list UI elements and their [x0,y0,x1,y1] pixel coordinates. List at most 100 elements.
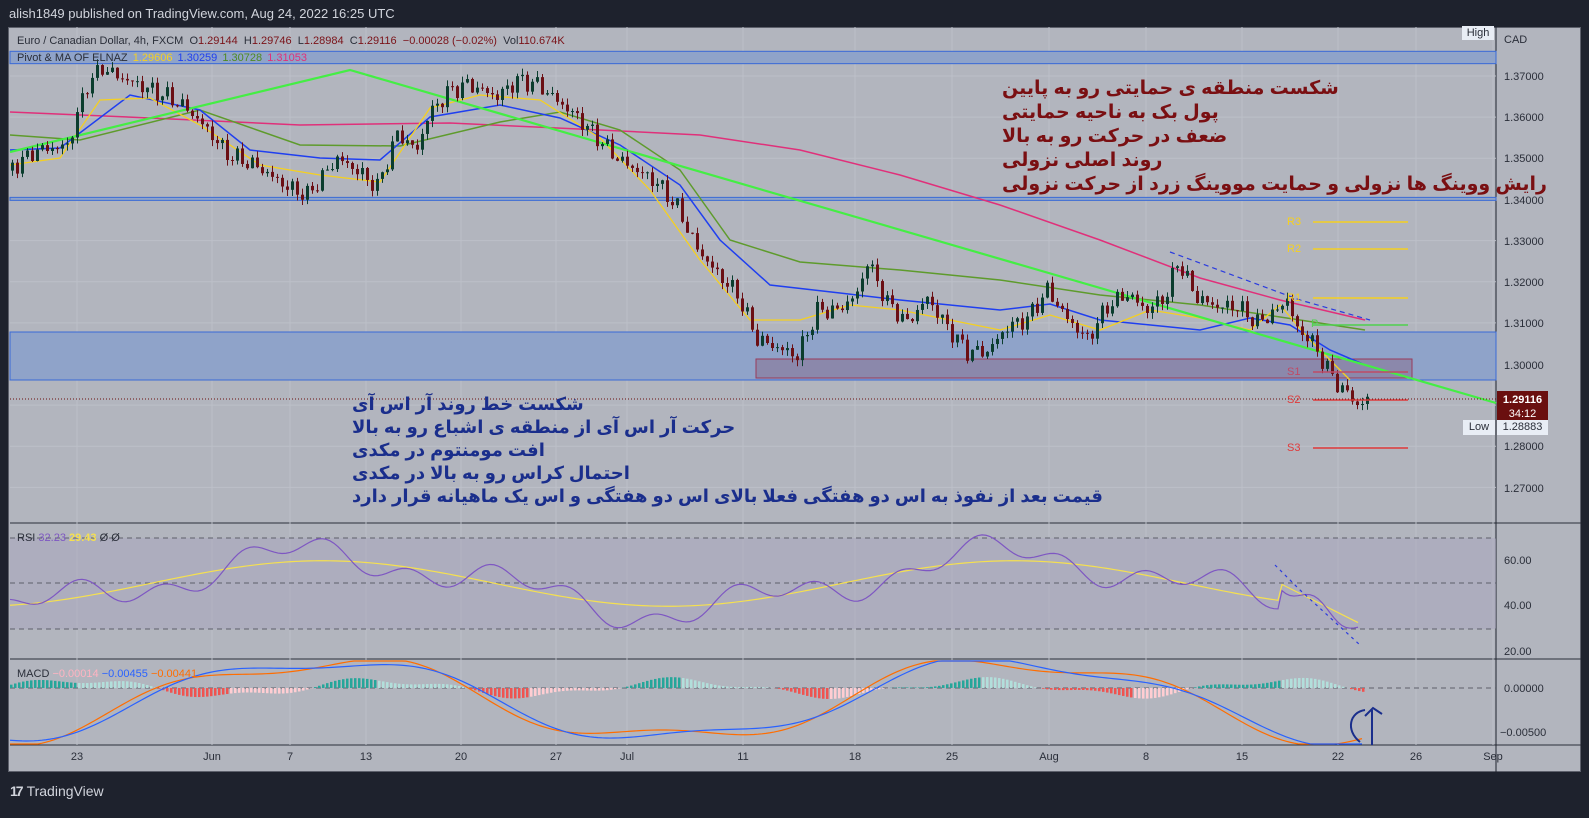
macd-histogram-bar [538,688,541,696]
ma-value-yellow: 1.29606 [132,52,173,64]
candle-body [276,176,279,178]
macd-histogram-bar [642,682,645,688]
macd-histogram-bar [674,677,677,688]
time-tick: Jul [619,751,635,763]
pivot-r1-label: R1 [1287,292,1302,304]
candle-body [821,301,824,310]
current-price-tag: 1.29116 34:12 [1497,391,1548,423]
macd-histogram-bar [1110,688,1113,694]
candle-body [291,181,294,190]
macd-histogram-bar [34,680,37,688]
candle-body [1296,316,1299,327]
macd-histogram-bar [526,688,529,698]
candle-body [1231,300,1234,311]
candle-body [531,81,534,92]
macd-histogram-bar [1018,682,1021,688]
macd-histogram-bar [1062,688,1065,691]
candle-body [121,78,124,80]
candle-body [431,105,434,121]
rsi-tick: 40.00 [1504,600,1532,612]
candle-body [701,249,704,257]
candle-body [36,149,39,162]
macd-histogram-bar [698,681,701,688]
macd-legend[interactable]: MACD −0.00014 −0.00455 −0.00441 [17,668,197,680]
candle-body [46,145,49,152]
macd-histogram-bar [206,688,209,697]
trendline-green [9,68,1497,405]
candle-body [801,336,804,361]
macd-histogram-bar [110,681,113,688]
macd-histogram-bar [202,688,205,697]
candle-body [1116,291,1119,307]
macd-histogram-bar [1058,688,1061,691]
ma-yellow-line [9,94,1351,381]
candle-body [231,160,234,162]
candle-body [116,67,119,79]
symbol-legend[interactable]: Euro / Canadian Dollar, 4h, FXCM O1.2914… [17,35,565,47]
candle-body [1106,305,1109,314]
macd-histogram-bar [978,677,981,688]
macd-histogram-bar [1258,683,1261,688]
pivot-s2-label: S2 [1287,394,1301,406]
macd-histogram-bar [806,688,809,696]
macd-histogram-bar [30,680,33,688]
analysis-note-blue[interactable]: شکست خط روند آر اس آی حرکت آر اس آی از م… [352,394,1103,506]
candle-body [951,324,954,343]
macd-histogram-bar [1026,685,1029,688]
macd-histogram-bar [1050,688,1053,690]
macd-histogram-bar [50,680,53,688]
macd-histogram-bar [282,688,285,694]
macd-histogram-bar [54,680,57,688]
candle-body [706,256,709,262]
macd-histogram-bar [854,688,857,696]
macd-histogram-bar [898,687,901,688]
macd-histogram-bar [422,684,425,688]
macd-histogram-bar [834,688,837,699]
support-box [755,358,1413,379]
candle-body [341,156,344,162]
macd-histogram-bar [1262,683,1265,688]
macd-line [9,660,1363,745]
macd-histogram-bar [1318,679,1321,688]
candle-body [1126,297,1129,301]
candle-body [806,335,809,337]
candle-body [606,139,609,144]
macd-histogram-bar [142,683,145,688]
rsi-legend[interactable]: RSI 32.23 29.43 Ø Ø [17,532,120,544]
macd-histogram-bar [558,688,561,692]
macd-histogram-bar [86,683,89,688]
candle-body [86,93,89,95]
macd-histogram-bar [590,688,593,691]
macd-histogram-bar [490,688,493,696]
macd-histogram-bar [534,688,537,696]
macd-histogram-bar [1154,688,1157,698]
candle-body [886,295,889,302]
macd-histogram-bar [866,688,869,692]
candle-body [616,158,619,161]
candle-body [506,85,509,89]
candle-body [1171,268,1174,297]
indicator-legend[interactable]: Pivot & MA OF ELNAZ 1.29606 1.30259 1.30… [17,52,307,64]
candle-body [1006,331,1009,333]
candle-body [696,233,699,250]
macd-histogram-bar [450,684,453,688]
candle-body [521,74,524,77]
analysis-note-red[interactable]: شکست منطقه ی حمایتی رو به پایین پول بک ب… [1002,78,1547,195]
candle-body [976,345,979,350]
candle-body [1266,319,1269,324]
candle-body [71,137,74,144]
macd-histogram-bar [850,688,853,697]
macd-histogram-bar [366,678,369,688]
macd-histogram-bar [1070,688,1073,691]
candle-body [1031,303,1034,317]
candle-body [921,303,924,310]
macd-histogram-bar [414,684,417,688]
candle-body [416,144,419,150]
macd-histogram-bar [462,686,465,688]
candle-body [781,347,784,351]
macd-histogram-bar [1358,688,1361,692]
candle-body [611,139,614,159]
candle-body [1196,290,1199,304]
macd-histogram-bar [122,681,125,688]
